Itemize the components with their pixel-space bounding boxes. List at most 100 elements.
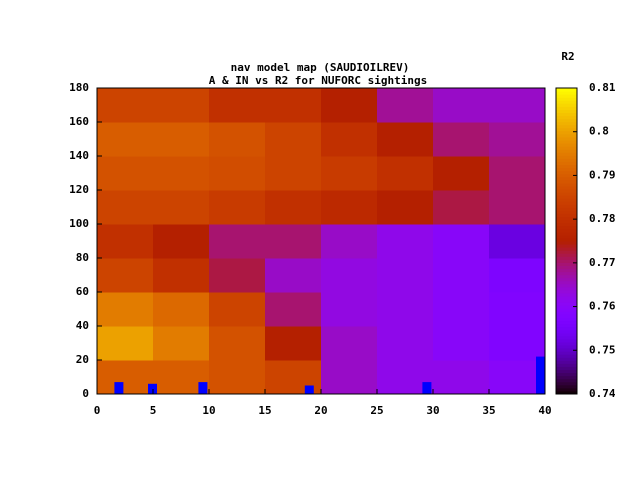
heat-cell bbox=[209, 292, 266, 327]
x-tick-label: 5 bbox=[150, 404, 157, 417]
colorbar-strip bbox=[556, 234, 577, 239]
colorbar-strip bbox=[556, 253, 577, 257]
colorbar-strip bbox=[556, 198, 577, 202]
colorbar-strip bbox=[556, 222, 577, 227]
colorbar-strip bbox=[556, 192, 577, 196]
heat-cell bbox=[209, 122, 266, 157]
overlay-bar bbox=[422, 382, 432, 394]
colorbar-strip bbox=[556, 338, 577, 343]
colorbar-strip bbox=[556, 329, 577, 334]
heat-cell bbox=[153, 122, 210, 157]
heat-cell bbox=[433, 88, 490, 123]
heat-cell bbox=[265, 326, 322, 361]
heat-cell bbox=[97, 292, 154, 327]
colorbar-label: R2 bbox=[561, 50, 574, 63]
colorbar-strip bbox=[556, 121, 577, 126]
colorbar-strip bbox=[556, 136, 577, 141]
colorbar-strip bbox=[556, 308, 577, 312]
y-tick-label: 120 bbox=[69, 183, 89, 196]
heat-cell bbox=[265, 224, 322, 259]
colorbar-strip bbox=[556, 305, 577, 309]
heat-cell bbox=[377, 88, 434, 123]
colorbar-strip bbox=[556, 299, 577, 303]
colorbar-strip bbox=[556, 311, 577, 315]
colorbar-strip bbox=[556, 363, 577, 367]
heat-cell bbox=[433, 224, 490, 259]
colorbar-strip bbox=[556, 384, 577, 389]
colorbar-strip bbox=[556, 100, 577, 104]
colorbar-strip bbox=[556, 216, 577, 221]
y-tick-label: 100 bbox=[69, 217, 89, 230]
x-tick-label: 0 bbox=[94, 404, 101, 417]
heat-cell bbox=[321, 360, 378, 395]
colorbar-strip bbox=[556, 277, 577, 282]
colorbar-strip bbox=[556, 109, 577, 113]
colorbar-frame bbox=[555, 87, 578, 395]
colorbar-strip bbox=[556, 225, 577, 230]
colorbar-strip bbox=[556, 332, 577, 337]
x-tick-label: 35 bbox=[482, 404, 495, 417]
heat-cell bbox=[97, 326, 154, 361]
colorbar-strip bbox=[556, 188, 577, 193]
colorbar-strip bbox=[556, 366, 577, 371]
colorbar-strip bbox=[556, 176, 577, 181]
heat-cell bbox=[321, 258, 378, 293]
heat-cell bbox=[321, 292, 378, 327]
colorbar-strip bbox=[556, 161, 577, 165]
colorbar-strip bbox=[556, 296, 577, 300]
colorbar-strip bbox=[556, 130, 577, 135]
colorbar-strip bbox=[556, 274, 577, 279]
colorbar-strip bbox=[556, 140, 577, 144]
colorbar-strip bbox=[556, 231, 577, 236]
colorbar-strip bbox=[556, 158, 577, 162]
heat-cell bbox=[377, 292, 434, 327]
colorbar-strip bbox=[556, 118, 577, 123]
heat-cell bbox=[489, 156, 546, 191]
colorbar-strip bbox=[556, 210, 577, 214]
heat-cell bbox=[433, 360, 490, 395]
heat-cell bbox=[209, 326, 266, 361]
colorbar-strip bbox=[556, 247, 577, 251]
heat-cell bbox=[153, 156, 210, 191]
y-tick-label: 180 bbox=[69, 81, 89, 94]
colorbar-strip bbox=[556, 228, 577, 233]
colorbar-tick-label: 0.81 bbox=[589, 81, 616, 94]
colorbar-tick-label: 0.77 bbox=[589, 256, 616, 269]
colorbar-strip bbox=[556, 170, 577, 175]
colorbar-strip bbox=[556, 146, 577, 150]
heat-cell bbox=[265, 156, 322, 191]
colorbar-strip bbox=[556, 378, 577, 383]
heat-cell bbox=[377, 190, 434, 225]
colorbar-strip bbox=[556, 241, 577, 245]
colorbar-tick-label: 0.74 bbox=[589, 387, 616, 400]
heat-cell bbox=[153, 292, 210, 327]
colorbar-strip bbox=[556, 326, 577, 331]
colorbar-strip bbox=[556, 143, 577, 147]
colorbar-strip bbox=[556, 213, 577, 218]
heat-cell bbox=[377, 224, 434, 259]
colorbar-strip bbox=[556, 195, 577, 199]
heat-cell bbox=[97, 190, 154, 225]
heat-cell bbox=[153, 258, 210, 293]
x-tick-label: 25 bbox=[370, 404, 383, 417]
colorbar-strip bbox=[556, 167, 577, 172]
colorbar-strip bbox=[556, 345, 577, 349]
colorbar-strip bbox=[556, 271, 577, 276]
heat-cell bbox=[433, 326, 490, 361]
colorbar-strip bbox=[556, 115, 577, 120]
heat-cell bbox=[97, 224, 154, 259]
overlay-bar bbox=[536, 356, 545, 394]
colorbar-tick-label: 0.79 bbox=[589, 168, 616, 181]
heat-cell bbox=[209, 190, 266, 225]
heat-cell bbox=[433, 292, 490, 327]
heat-cell bbox=[377, 326, 434, 361]
colorbar-strip bbox=[556, 280, 577, 285]
heat-cell bbox=[97, 88, 154, 123]
colorbar-strip bbox=[556, 320, 577, 325]
chart-title: nav model map (SAUDIOILREV) bbox=[231, 61, 410, 74]
colorbar-strip bbox=[556, 173, 577, 178]
colorbar-strip bbox=[556, 372, 577, 377]
colorbar-tick-label: 0.8 bbox=[589, 125, 609, 138]
colorbar-strip bbox=[556, 219, 577, 224]
y-tick-label: 140 bbox=[69, 149, 89, 162]
